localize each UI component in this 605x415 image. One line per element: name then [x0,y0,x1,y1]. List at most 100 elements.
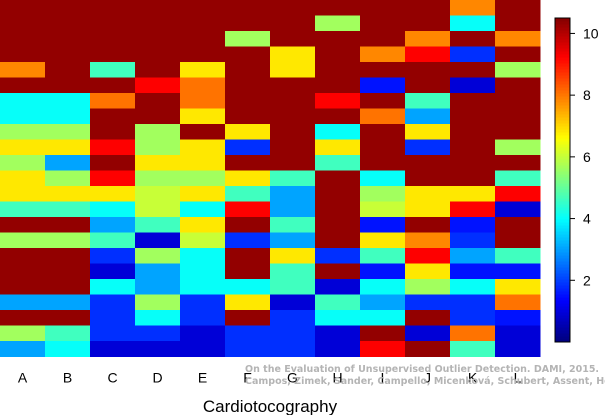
colorbar-strip [555,150,570,154]
heatmap-cell [0,93,46,109]
heatmap-cell [270,186,316,202]
colorbar-strip [555,321,570,325]
heatmap-cell [0,15,46,32]
colorbar-strip [555,135,570,139]
heatmap-cell [225,31,271,47]
heatmap-cell [45,93,91,109]
heatmap-cell [135,341,181,357]
heatmap-cell [450,341,496,357]
colorbar-frame [554,17,571,343]
heatmap-cell [405,232,451,249]
colorbar-strip [555,219,570,223]
heatmap-cell [45,0,91,16]
colorbar-strip [555,42,570,46]
colorbar-strip [555,264,570,268]
heatmap-cell [270,93,316,109]
colorbar-strip [555,105,570,109]
heatmap-cell [180,201,226,218]
heatmap-cell [225,0,271,16]
heatmap-cell [45,139,91,156]
colorbar-strip [555,315,570,319]
heatmap-cell [270,15,316,32]
heatmap-cell [225,77,271,94]
heatmap-cell [135,232,181,249]
heatmap-cell [315,77,361,94]
colorbar-strip [555,180,570,184]
heatmap-cell [315,155,361,171]
heatmap-cell [495,248,541,264]
colorbar-strip [555,93,570,97]
heatmap-cell [495,93,541,109]
heatmap-cell [180,217,226,233]
colorbar-strip [555,102,570,106]
heatmap-cell [180,294,226,311]
heatmap-cell [270,77,316,94]
colorbar-strip [555,36,570,40]
colorbar-strip [555,333,570,337]
heatmap-cell [180,155,226,171]
heatmap-cell [225,217,271,233]
heatmap-cell [495,170,541,187]
colorbar-strip [555,147,570,151]
heatmap-cell [405,186,451,202]
heatmap-cell [90,325,136,342]
heatmap-cell [225,170,271,187]
colorbar-strip [555,30,570,34]
heatmap-cell [315,310,361,326]
heatmap-cell [495,155,541,171]
heatmap-cell [135,263,181,280]
heatmap-cell [0,341,46,357]
heatmap-cell [450,170,496,187]
heatmap-cell [180,62,226,78]
heatmap-cell [135,77,181,94]
colorbar-tick-label: 2 [583,272,591,288]
heatmap-cell [315,248,361,264]
colorbar-strip [555,69,570,73]
heatmap-cell [495,124,541,140]
heatmap-cell [45,155,91,171]
heatmap-cell [495,341,541,357]
colorbar-strip [555,306,570,310]
heatmap-cell [495,201,541,218]
heatmap-cell [360,139,406,156]
watermark-line-1: On the Evaluation of Unsupervised Outlie… [245,364,599,375]
heatmap-cell [495,46,541,63]
heatmap-cell [135,124,181,140]
heatmap-cell [405,15,451,32]
colorbar-tick-label: 10 [583,25,599,41]
heatmap-cell [135,170,181,187]
colorbar-strip [555,324,570,328]
colorbar-strip [555,63,570,67]
colorbar-strip [555,222,570,226]
heatmap-cell [315,62,361,78]
heatmap-cell [270,139,316,156]
heatmap-cell [360,124,406,140]
colorbar-strip [555,51,570,55]
heatmap-cell [495,108,541,125]
heatmap-cell [180,170,226,187]
heatmap-cell [450,0,496,16]
heatmap-cell [45,279,91,295]
heatmap-cell [90,310,136,326]
heatmap-cell [135,0,181,16]
heatmap-cell [90,77,136,94]
colorbar-strip [555,213,570,217]
heatmap-cell [450,232,496,249]
heatmap-cell [90,341,136,357]
colorbar-strip [555,144,570,148]
heatmap-cell [405,46,451,63]
heatmap-cell [180,279,226,295]
heatmap-cell [225,93,271,109]
heatmap-cell [360,108,406,125]
heatmap-cell [0,232,46,249]
heatmap-cell [45,62,91,78]
colorbar-strip [555,261,570,265]
heatmap-cell [495,31,541,47]
heatmap-cell [315,46,361,63]
heatmap-cell [270,263,316,280]
heatmap-cell [45,108,91,125]
colorbar-strip [555,192,570,196]
heatmap-cell [360,170,406,187]
heatmap-cell [315,217,361,233]
heatmap-cell [270,170,316,187]
